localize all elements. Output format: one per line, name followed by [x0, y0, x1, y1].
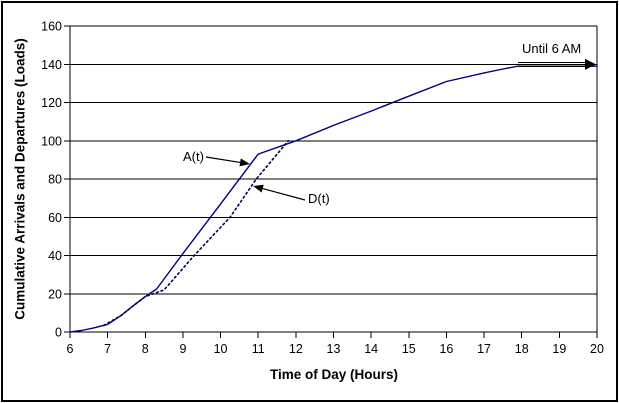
x-tick-label: 8: [142, 342, 149, 356]
annotation-arrowhead: [585, 58, 596, 70]
x-tick-label: 17: [477, 342, 491, 356]
x-tick-label: 19: [552, 342, 566, 356]
annotation-label: A(t): [183, 149, 204, 164]
series-line-at: [69, 65, 598, 333]
x-tick-label: 18: [515, 342, 529, 356]
x-tick-label: 16: [439, 342, 453, 356]
x-tick-label: 12: [289, 342, 303, 356]
x-tick-label: 20: [590, 342, 604, 356]
x-tick-label: 13: [327, 342, 341, 356]
annotation-arrow-shaft: [205, 156, 241, 164]
annotation-label: D(t): [308, 191, 330, 206]
x-tick-label: 10: [214, 342, 228, 356]
annotation-arrowhead: [253, 184, 264, 193]
x-tick-label: 15: [402, 342, 416, 356]
y-tick-label: 100: [41, 134, 62, 148]
y-tick-label: 120: [41, 96, 62, 110]
y-tick-label: 80: [48, 173, 62, 187]
y-axis-title: Cumulative Arrivals and Departures (Load…: [12, 38, 28, 320]
annotation-label: Until 6 AM: [522, 41, 581, 56]
annotation-arrowhead: [239, 158, 250, 167]
y-tick-label: 140: [41, 58, 62, 72]
y-tick-label: 40: [48, 249, 62, 263]
series-line-dt: [103, 140, 290, 327]
x-tick-label: 7: [104, 342, 111, 356]
x-tick-label: 9: [179, 342, 186, 356]
y-tick-label: 160: [41, 20, 62, 34]
x-axis-title: Time of Day (Hours): [269, 367, 399, 382]
x-tick-label: 6: [67, 342, 74, 356]
y-tick-label: 0: [55, 326, 62, 340]
x-tick-label: 14: [364, 342, 378, 356]
y-tick-label: 20: [48, 287, 62, 301]
y-tick-label: 60: [48, 211, 62, 225]
annotation-arrow-shaft: [262, 188, 306, 201]
x-tick-label: 11: [252, 342, 265, 356]
